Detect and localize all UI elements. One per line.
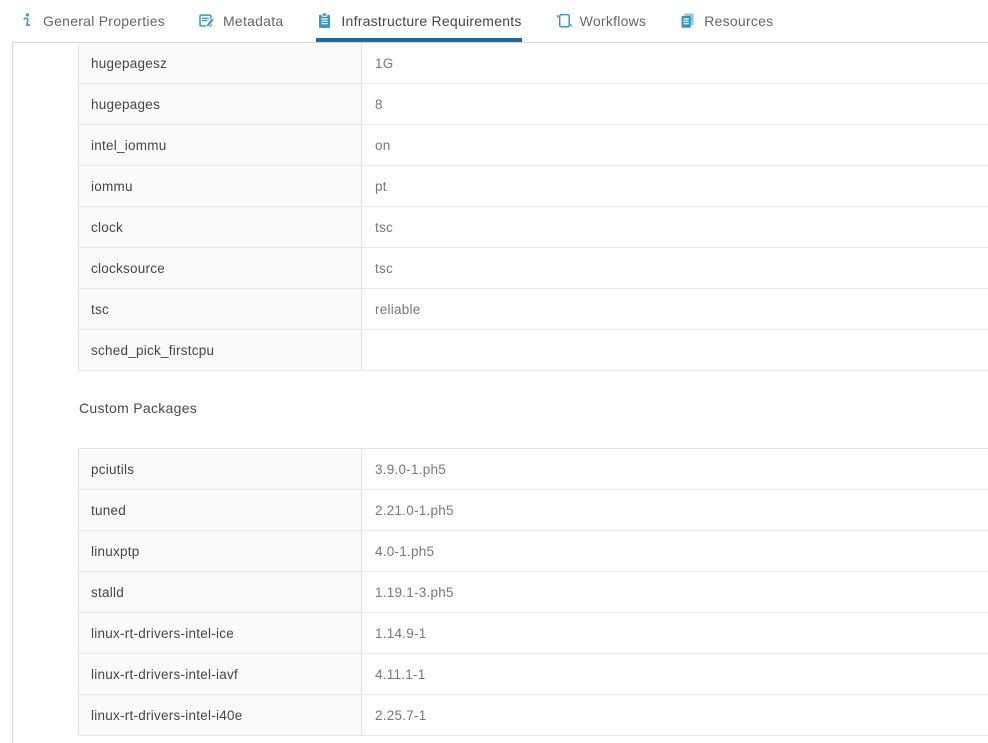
param-value: tsc <box>375 260 394 276</box>
info-icon <box>18 12 35 29</box>
param-value <box>362 330 988 370</box>
tab-label: General Properties <box>43 12 166 29</box>
tab-label: Metadata <box>223 12 284 29</box>
param-value: pt <box>375 178 387 194</box>
tab-bar: General Properties Metadata Infrastructu… <box>0 0 988 42</box>
package-version: 1.19.1-3.ph5 <box>375 584 454 600</box>
table-row: linux-rt-drivers-intel-iavf 4.11.1-1 <box>78 654 988 695</box>
param-value: 1G <box>375 55 394 71</box>
table-row: linux-rt-drivers-intel-i40e 2.25.7-1 <box>78 695 988 736</box>
scroll-icon <box>555 12 572 29</box>
package-name: pciutils <box>78 449 362 489</box>
tab-label: Infrastructure Requirements <box>341 12 522 29</box>
package-version: 3.9.0-1.ph5 <box>375 461 447 477</box>
param-value: reliable <box>375 301 421 317</box>
param-key: hugepagesz <box>78 43 362 83</box>
param-value: on <box>375 137 391 153</box>
tab-workflows[interactable]: Workflows <box>555 0 647 42</box>
tab-label: Workflows <box>579 12 647 29</box>
package-version: 4.0-1.ph5 <box>375 543 435 559</box>
documents-icon <box>679 12 696 29</box>
package-version: 2.21.0-1.ph5 <box>375 502 454 518</box>
table-row: linuxptp 4.0-1.ph5 <box>78 531 988 572</box>
kernel-arguments-table: hugepagesz 1G hugepages 8 intel_iommu on… <box>78 43 988 371</box>
table-row: hugepagesz 1G <box>78 43 988 84</box>
tab-general-properties[interactable]: General Properties <box>18 0 165 42</box>
package-name: stalld <box>78 572 362 612</box>
tab-metadata[interactable]: Metadata <box>198 0 283 42</box>
package-name: tuned <box>78 490 362 530</box>
table-row: clock tsc <box>78 207 988 248</box>
param-key: intel_iommu <box>78 125 362 165</box>
table-row: stalld 1.19.1-3.ph5 <box>78 572 988 613</box>
table-row: clocksource tsc <box>78 248 988 289</box>
param-key: clock <box>78 207 362 247</box>
clipboard-icon <box>316 12 333 29</box>
table-row: intel_iommu on <box>78 125 988 166</box>
table-row: sched_pick_firstcpu <box>78 330 988 371</box>
note-icon <box>198 12 215 29</box>
package-version: 4.11.1-1 <box>375 666 426 682</box>
table-row: tsc reliable <box>78 289 988 330</box>
package-name: linux-rt-drivers-intel-i40e <box>78 695 362 735</box>
package-name: linuxptp <box>78 531 362 571</box>
package-name: linux-rt-drivers-intel-ice <box>78 613 362 653</box>
param-key: iommu <box>78 166 362 206</box>
param-value: tsc <box>375 219 394 235</box>
tab-label: Resources <box>704 12 774 29</box>
param-value: 8 <box>375 96 383 112</box>
table-row: pciutils 3.9.0-1.ph5 <box>78 449 988 490</box>
param-key: clocksource <box>78 248 362 288</box>
table-row: hugepages 8 <box>78 84 988 125</box>
table-row: iommu pt <box>78 166 988 207</box>
package-version: 1.14.9-1 <box>375 625 427 641</box>
tab-resources[interactable]: Resources <box>679 0 773 42</box>
infrastructure-requirements-panel: hugepagesz 1G hugepages 8 intel_iommu on… <box>12 42 988 743</box>
custom-packages-heading: Custom Packages <box>79 400 198 416</box>
package-name: linux-rt-drivers-intel-iavf <box>78 654 362 694</box>
param-key: tsc <box>78 289 362 329</box>
table-row: tuned 2.21.0-1.ph5 <box>78 490 988 531</box>
custom-packages-table: pciutils 3.9.0-1.ph5 tuned 2.21.0-1.ph5 … <box>78 448 988 736</box>
tab-infrastructure-requirements[interactable]: Infrastructure Requirements <box>316 0 522 42</box>
table-row: linux-rt-drivers-intel-ice 1.14.9-1 <box>78 613 988 654</box>
param-key: sched_pick_firstcpu <box>78 330 362 370</box>
param-key: hugepages <box>78 84 362 124</box>
package-version: 2.25.7-1 <box>375 707 427 723</box>
